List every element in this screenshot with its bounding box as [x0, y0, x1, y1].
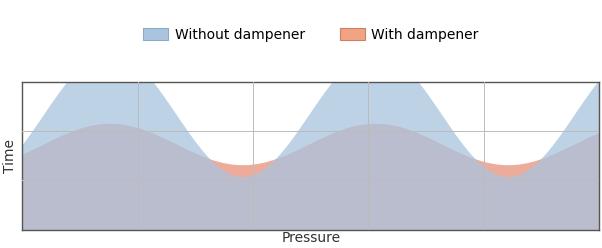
Legend: Without dampener, With dampener: Without dampener, With dampener [137, 22, 485, 47]
X-axis label: Pressure: Pressure [281, 231, 340, 245]
Y-axis label: Time: Time [3, 139, 17, 173]
